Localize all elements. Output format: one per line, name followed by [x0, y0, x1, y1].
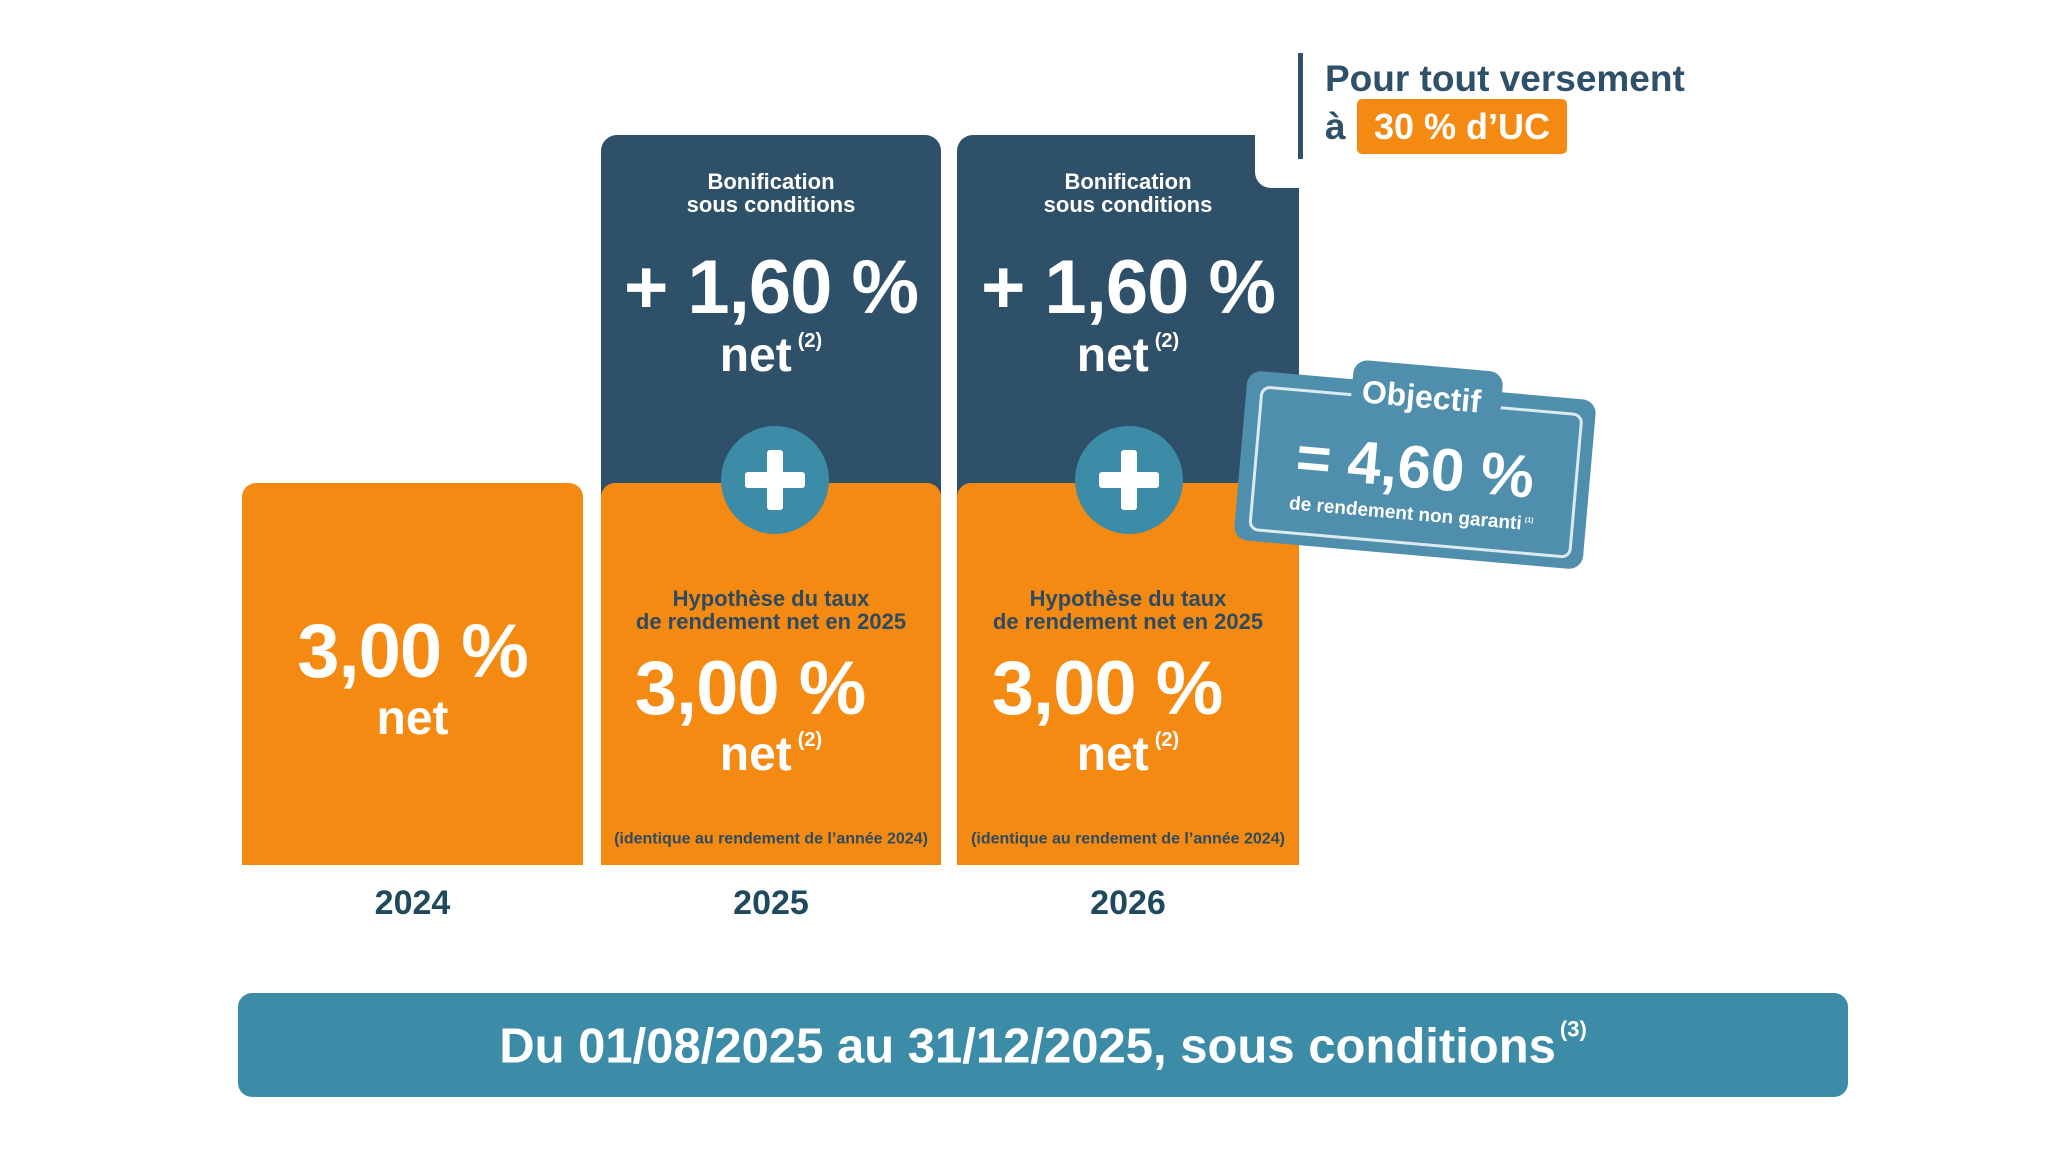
label-line: sous conditions	[1043, 192, 1213, 217]
banner	[238, 993, 1848, 1097]
note: (1)	[1524, 516, 1534, 525]
label-line: de rendement net en 2025	[992, 609, 1264, 634]
net-line: net (2)	[601, 328, 941, 382]
net-label: net	[1076, 727, 1149, 781]
note: (2)	[797, 329, 823, 352]
label-line: Hypothèse du taux	[672, 585, 870, 611]
net-label: net	[1076, 328, 1149, 382]
bonus-rate: + 1,60 %	[980, 245, 1276, 331]
base-rate: 3,00 %	[634, 646, 867, 732]
bonus-rate: + 1,60 %	[623, 245, 919, 331]
base-block	[957, 483, 1299, 865]
base-rate: 3,00 %	[991, 646, 1224, 732]
net-line: net (2)	[957, 328, 1299, 382]
base-label: Hypothèse du taux de rendement net en 202…	[957, 587, 1299, 633]
plus-icon	[721, 426, 829, 534]
base-label: Hypothèse du taux de rendement net en 202…	[601, 587, 941, 633]
footnote: (identique au rendement de l’année 2024)	[971, 830, 1285, 848]
note: (2)	[1154, 329, 1180, 352]
callout-prefix: à	[1325, 106, 1346, 147]
year: 2025	[733, 884, 809, 923]
base-block	[601, 483, 941, 865]
label-line: de rendement net en 2025	[635, 609, 907, 634]
bonus-label: Bonification sous conditions	[957, 170, 1299, 216]
year: 2024	[374, 884, 451, 923]
objective-badge: Objectif = 4,60 % de rendement non garan…	[1233, 359, 1597, 570]
label-line: Hypothèse du taux	[1029, 585, 1227, 611]
plus-icon	[1075, 426, 1183, 534]
callout-line: Pour tout versement	[1325, 58, 1685, 99]
net-label: net	[719, 328, 792, 382]
note: (2)	[1154, 728, 1180, 751]
column-2024	[242, 483, 583, 865]
label-line: sous conditions	[686, 192, 856, 217]
corner-cutout	[1255, 120, 1315, 188]
note: (2)	[797, 728, 823, 751]
net-label: net	[376, 691, 449, 745]
bonus-label: Bonification sous conditions	[601, 170, 941, 216]
note: (3)	[1559, 1016, 1587, 1042]
footnote: (identique au rendement de l’année 2024)	[614, 830, 928, 848]
rate: 3,00 %	[297, 609, 529, 695]
callout-bar	[1298, 53, 1303, 159]
net-label: net	[719, 727, 792, 781]
callout-highlight: 30 % d’UC	[1357, 99, 1567, 154]
net-line: net (2)	[601, 727, 941, 781]
net-line: net (2)	[957, 727, 1299, 781]
banner-label: Du 01/08/2025 au 31/12/2025, sous condit…	[499, 1019, 1556, 1074]
label-line: Bonification	[1064, 168, 1192, 194]
label-line: Bonification	[707, 168, 835, 194]
banner-text: Du 01/08/2025 au 31/12/2025, sous condit…	[238, 1017, 1848, 1072]
year: 2026	[1090, 884, 1166, 923]
